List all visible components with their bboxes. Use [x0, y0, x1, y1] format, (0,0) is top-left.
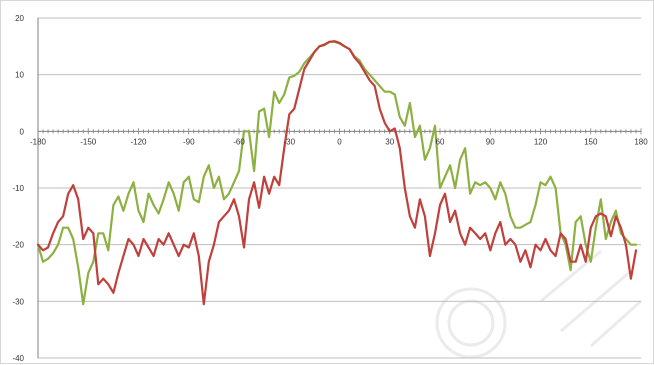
x-tick-label: -30: [283, 137, 295, 146]
x-tick-label: -150: [80, 137, 97, 146]
x-tick-label: 150: [584, 137, 598, 146]
x-tick-label: -90: [183, 137, 195, 146]
y-tick-label: 10: [15, 71, 24, 80]
series-layer: [36, 40, 638, 306]
x-tick-label: 120: [534, 137, 548, 146]
series-line-1: [36, 40, 638, 306]
x-tick-label: -60: [233, 137, 245, 146]
tick-labels: 20 10 0 -10 -20 -30 -40 -180 -150 -120 -90 -60 -30 0 3…: [12, 14, 648, 363]
y-tick-label: 20: [15, 14, 24, 23]
x-tick-label: 180: [634, 137, 648, 146]
y-tick-label: -20: [12, 241, 24, 250]
x-tick-label: -180: [30, 137, 47, 146]
series-line-2: [36, 40, 638, 306]
x-tick-label: 0: [337, 137, 342, 146]
y-tick-label: -10: [12, 184, 24, 193]
grid-lines: [38, 17, 641, 359]
y-tick-label: -40: [12, 354, 24, 363]
watermark: [435, 249, 643, 359]
x-tick-label: -120: [130, 137, 147, 146]
y-tick-label: 0: [20, 127, 25, 136]
x-axis: [37, 18, 642, 358]
x-tick-label: 30: [385, 137, 394, 146]
y-tick-label: -30: [12, 297, 24, 306]
x-tick-label: 90: [486, 137, 495, 146]
x-tick-label: 60: [436, 137, 445, 146]
